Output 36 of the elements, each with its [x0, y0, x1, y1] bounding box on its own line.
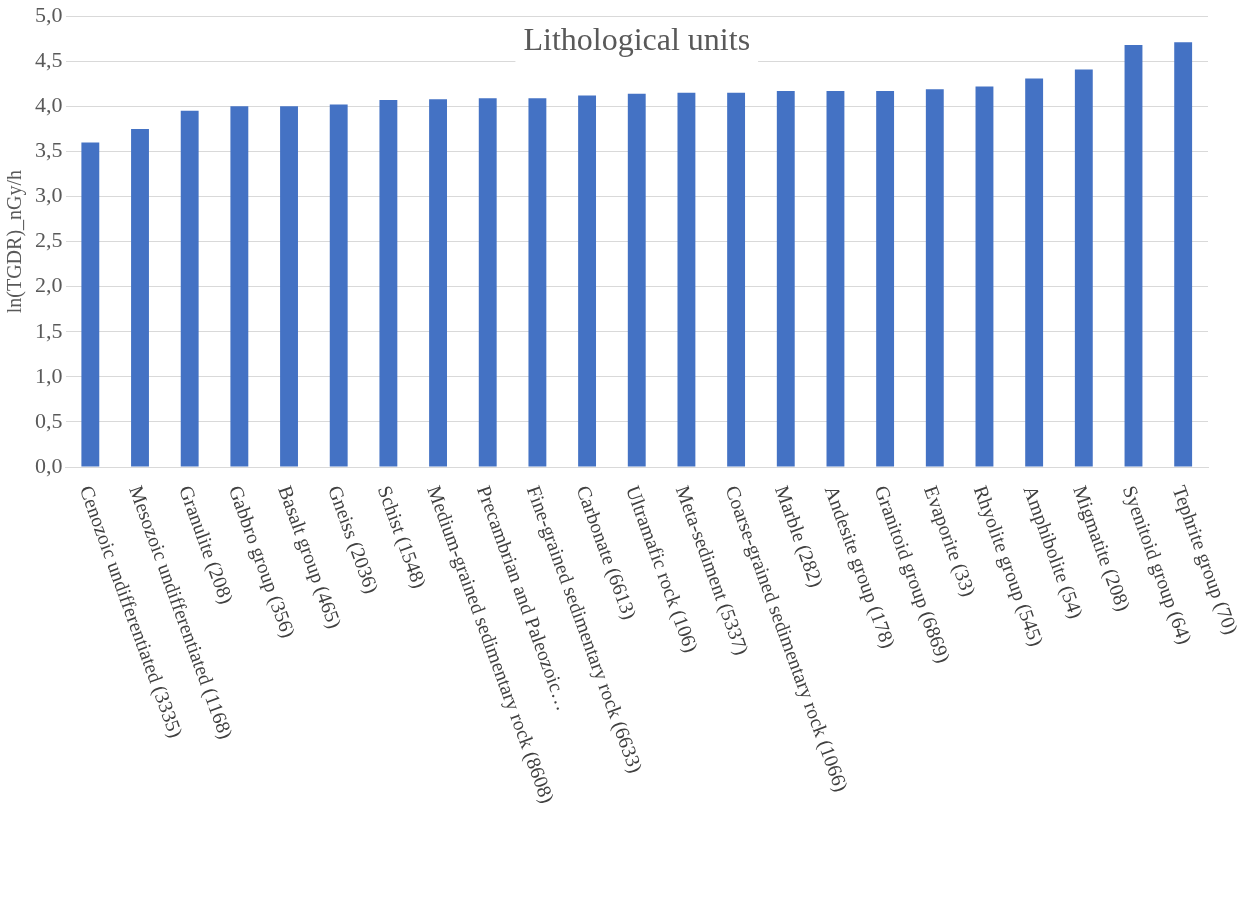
- bar: [975, 86, 994, 467]
- y-tick-label: 3,0: [35, 182, 63, 208]
- bar: [478, 98, 497, 467]
- chart-title: Lithological units: [523, 20, 751, 57]
- bar: [876, 91, 895, 467]
- y-tick-label: 3,5: [35, 137, 63, 163]
- bar: [180, 110, 199, 467]
- bar: [1124, 45, 1143, 467]
- y-tick-label: 2,0: [35, 272, 63, 298]
- bar: [578, 95, 597, 467]
- bar: [677, 92, 696, 467]
- y-tick-label: 1,5: [35, 317, 63, 343]
- y-tick-label: 1,0: [35, 362, 63, 388]
- bar: [379, 100, 398, 467]
- bar: [627, 93, 646, 467]
- bar: [776, 91, 795, 467]
- bar: [925, 89, 944, 467]
- y-tick-label: 4,0: [35, 92, 63, 118]
- bar: [429, 99, 447, 467]
- bar: [528, 98, 547, 467]
- y-tick-label: 0,0: [35, 452, 63, 478]
- y-tick-label: 2,5: [35, 227, 63, 253]
- y-tick-label: 4,5: [35, 47, 63, 73]
- bar: [1025, 78, 1044, 467]
- bar: [131, 128, 149, 467]
- y-axis-title: ln(TGDR)_nGy/h: [3, 169, 27, 314]
- y-tick-label: 0,5: [35, 407, 63, 433]
- bar: [1074, 69, 1093, 467]
- bar: [826, 91, 845, 467]
- bar: [81, 142, 100, 467]
- bar: [329, 104, 348, 467]
- bar: [1174, 42, 1193, 467]
- bar: [280, 106, 298, 467]
- bar: [727, 92, 746, 467]
- bar: [230, 106, 249, 467]
- y-tick-label: 5,0: [35, 1, 63, 27]
